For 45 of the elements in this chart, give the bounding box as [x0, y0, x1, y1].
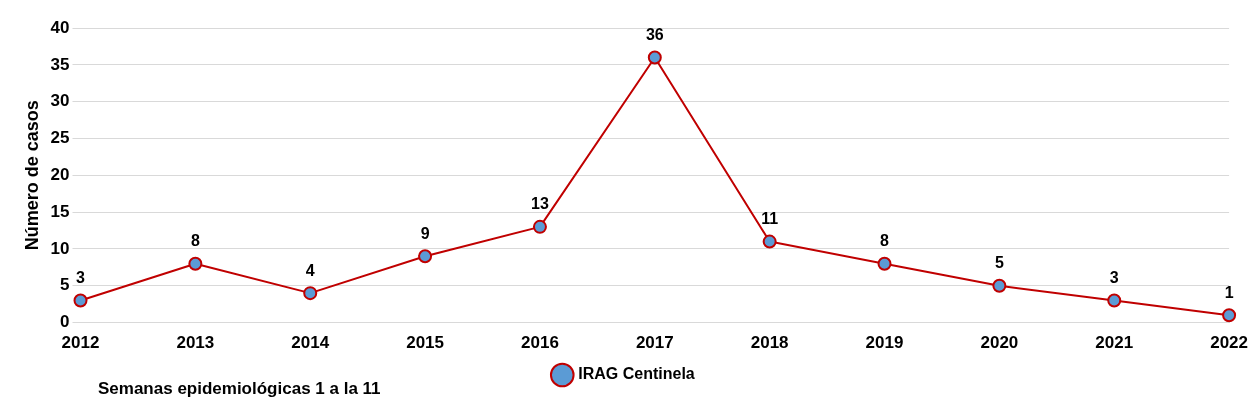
point: [303, 286, 318, 301]
x-tick-label: 2012: [61, 333, 100, 353]
x-tick-label: 2015: [406, 333, 444, 353]
data-label: 8: [880, 232, 890, 250]
x-tick-label: 2019: [865, 333, 904, 353]
data-label: 1: [1224, 283, 1234, 301]
data-label: 13: [531, 195, 549, 213]
x-tick-label: 2014: [291, 333, 330, 353]
point: [647, 50, 662, 65]
point: [992, 278, 1007, 293]
data-label: 9: [420, 224, 430, 242]
data-label: 11: [761, 209, 779, 227]
point: [73, 293, 88, 308]
point: [1107, 293, 1122, 308]
x-tick-label: 2016: [521, 333, 559, 353]
legend-label: IRAG Centinela: [578, 365, 695, 383]
point: [877, 256, 892, 271]
data-label: 4: [305, 261, 315, 279]
y-tick-label: 20: [50, 164, 70, 184]
data-label: 5: [994, 254, 1004, 272]
point: [1222, 308, 1237, 323]
y-tick-label: 0: [60, 312, 70, 332]
y-tick-label: 5: [60, 275, 70, 295]
x-tick-label: 2017: [635, 333, 674, 353]
x-tick-label: 2021: [1095, 333, 1134, 353]
y-tick-label: 25: [50, 128, 70, 148]
point: [762, 234, 777, 249]
y-axis-title: Número de casos: [21, 100, 42, 251]
text: Semanas epidemiológicas 1 a la 11: [98, 378, 381, 398]
y-tick-label: 10: [50, 238, 70, 258]
x-tick-label: 2022: [1210, 333, 1248, 353]
point: [532, 219, 547, 234]
y-tick-label: 40: [50, 17, 70, 37]
point: [418, 249, 433, 264]
data-label: 3: [76, 268, 86, 286]
y-tick-label: 30: [50, 91, 70, 111]
x-tick-label: 2013: [176, 333, 215, 353]
data-label: 36: [645, 25, 664, 43]
data-label: 8: [190, 232, 200, 250]
x-tick-label: 2020: [980, 333, 1019, 353]
point: [188, 256, 203, 271]
y-tick-label: 15: [50, 201, 70, 221]
data-label: 3: [1109, 268, 1119, 286]
y-tick-label: 35: [50, 54, 70, 74]
x-tick-label: 2018: [750, 333, 789, 353]
